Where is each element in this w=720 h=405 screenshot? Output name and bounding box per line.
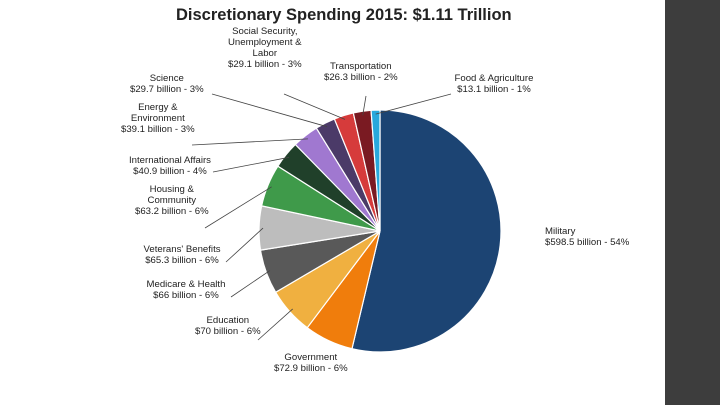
- slice-label-line: $63.2 billion - 6%: [135, 205, 209, 217]
- slice-label-food: Food & Agriculture $13.1 billion - 1%: [455, 73, 534, 95]
- slice-label-line: Education: [206, 315, 250, 326]
- slice-label-line: Food & Agriculture: [454, 73, 534, 84]
- leader-line-energy: [191, 138, 308, 146]
- slice-label-government: Government $72.9 billion - 6%: [274, 352, 348, 374]
- leader-line-international: [212, 156, 290, 173]
- slice-label-line: $26.3 billion - 2%: [324, 72, 398, 83]
- pie-slice-food: [370, 109, 381, 232]
- slice-label-line: $40.9 billion - 4%: [133, 166, 207, 177]
- slice-label-line: Environment: [130, 112, 185, 124]
- slice-label-energy: Energy & Environment $39.1 billion - 3%: [121, 102, 195, 135]
- slice-label-military: Military $598.5 billion - 54%: [545, 226, 629, 248]
- slice-label-line: Community: [147, 194, 197, 206]
- leader-line-food: [375, 93, 452, 115]
- leader-line-housing: [204, 186, 272, 229]
- slice-label-line: International Affairs: [129, 155, 211, 166]
- slice-label-line: $65.3 billion - 6%: [145, 255, 219, 266]
- slice-label-line: Housing &: [149, 183, 194, 195]
- slice-label-science: Science $29.7 billion - 3%: [130, 73, 204, 95]
- slice-label-line: $29.7 billion - 3%: [130, 84, 204, 95]
- leader-line-science: [211, 93, 328, 128]
- slice-label-line: Social Security,: [232, 26, 298, 37]
- slice-label-line: Transportation: [330, 61, 392, 72]
- slice-label-line: $70 billion - 6%: [195, 326, 261, 337]
- slice-label-line: $29.1 billion - 3%: [228, 59, 302, 70]
- pie-chart: [191, 93, 502, 353]
- slice-label-line: Science: [149, 73, 184, 84]
- slice-label-line: $598.5 billion - 54%: [545, 237, 630, 248]
- slice-label-transportation: Transportation $26.3 billion - 2%: [324, 61, 398, 83]
- slice-label-line: Military: [545, 226, 576, 237]
- slice-label-veterans: Veterans' Benefits $65.3 billion - 6%: [144, 244, 221, 266]
- right-side-bar: [665, 0, 720, 405]
- slice-label-line: Medicare & Health: [146, 279, 226, 290]
- leader-line-veterans: [225, 227, 264, 263]
- slice-label-line: $13.1 billion - 1%: [457, 84, 531, 95]
- slice-label-line: Veterans' Benefits: [143, 244, 221, 255]
- leader-line-medicare: [230, 270, 271, 298]
- slice-label-line: Energy &: [138, 101, 178, 113]
- slice-label-international: International Affairs $40.9 billion - 4%: [129, 155, 211, 177]
- pie-slice-military: [351, 109, 502, 353]
- leader-line-education: [257, 308, 293, 341]
- leader-line-social: [283, 93, 346, 120]
- slice-label-social: Social Security, Unemployment & Labor $29.1…: [228, 26, 302, 70]
- slice-label-housing: Housing & Community $63.2 billion - 6%: [135, 184, 209, 217]
- leader-line-transportation: [362, 95, 367, 116]
- left-margin: [0, 0, 100, 405]
- slice-label-line: Government: [284, 352, 338, 363]
- slice-label-education: Education $70 billion - 6%: [195, 315, 261, 337]
- slice-label-line: $66 billion - 6%: [153, 290, 219, 301]
- slice-label-line: $72.9 billion - 6%: [274, 363, 348, 374]
- slice-label-medicare: Medicare & Health $66 billion - 6%: [147, 279, 226, 301]
- chart-title: Discretionary Spending 2015: $1.11 Trill…: [176, 6, 512, 24]
- slice-label-line: $39.1 billion - 3%: [121, 123, 195, 135]
- slice-label-line: Unemployment &: [228, 37, 302, 48]
- slice-label-line: Labor: [252, 48, 278, 59]
